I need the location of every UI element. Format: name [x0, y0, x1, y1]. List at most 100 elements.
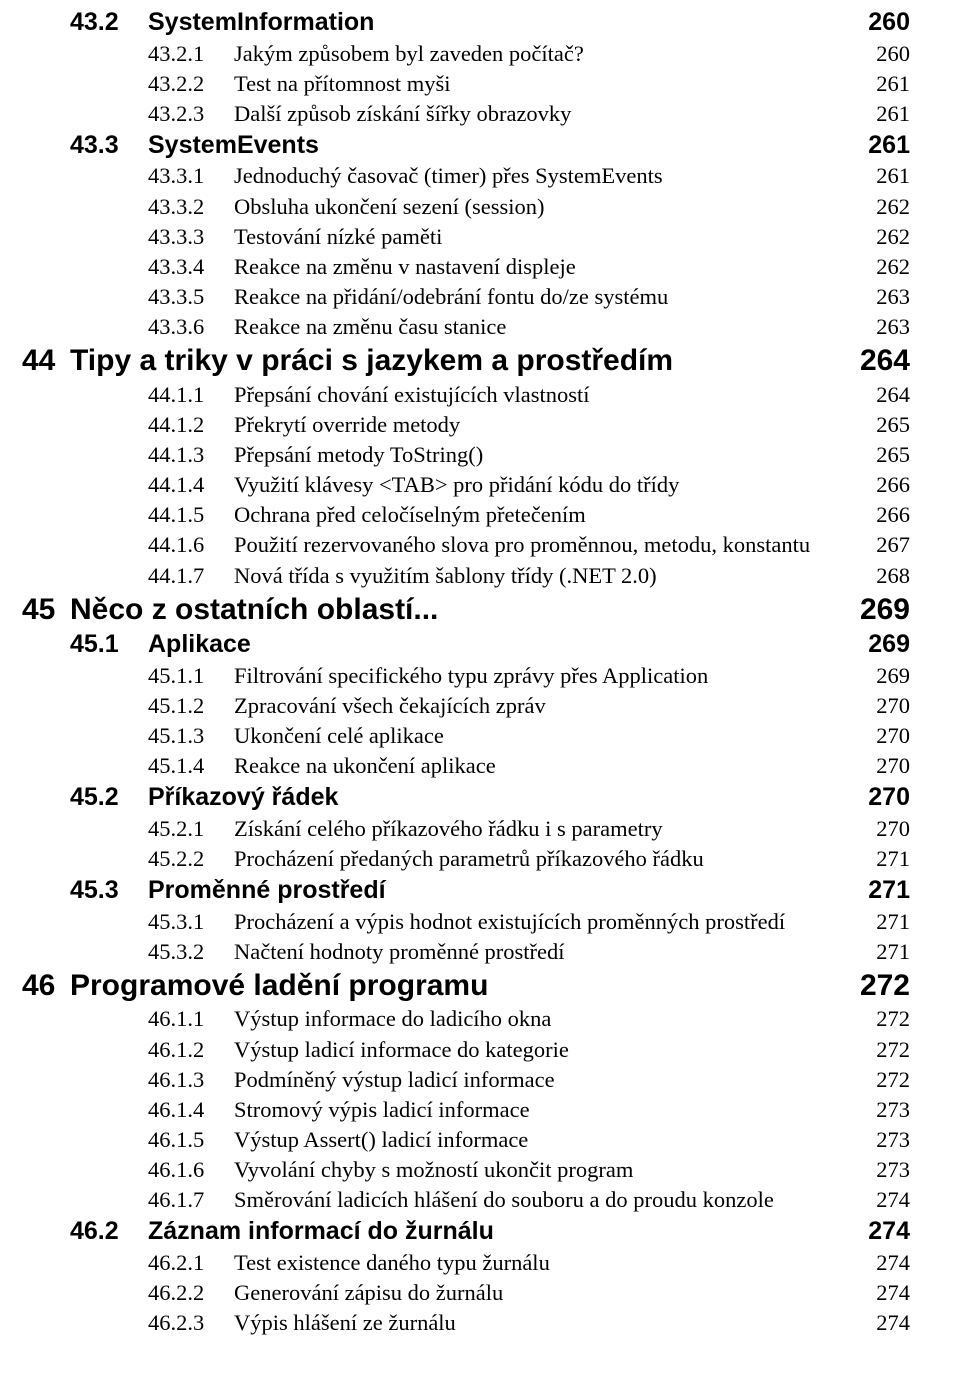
toc-entry-number: 44: [22, 342, 70, 380]
toc-entry: 44.1.4Využití klávesy <TAB> pro přidání …: [22, 470, 910, 500]
toc-entry: 45.3Proměnné prostředí 271: [22, 874, 910, 907]
toc-entry-title: Proměnné prostředí: [148, 874, 386, 907]
toc-entry-number: 46.2: [70, 1215, 148, 1248]
toc-entry-number: 46: [22, 967, 70, 1005]
toc-entry-number: 45.1: [70, 628, 148, 661]
toc-entry-title: Filtrování specifického typu zprávy přes…: [234, 661, 708, 691]
toc-entry-number: 44.1.5: [148, 500, 234, 530]
toc-entry-page: 269: [868, 628, 910, 661]
toc-entry-page: 271: [876, 937, 910, 967]
toc-entry: 46.1.4Stromový výpis ladicí informace273: [22, 1095, 910, 1125]
toc-entry-title: Načtení hodnoty proměnné prostředí: [234, 937, 565, 967]
toc-entry-title: Reakce na změnu v nastavení displeje: [234, 252, 576, 282]
toc-entry-page: 265: [876, 410, 910, 440]
toc-entry-page: 270: [868, 781, 910, 814]
toc-entry: 45.2Příkazový řádek270: [22, 781, 910, 814]
toc-entry-title: Příkazový řádek: [148, 781, 338, 814]
table-of-contents: 43.2SystemInformation26043.2.1Jakým způs…: [22, 6, 910, 1338]
toc-entry-title: Zpracování všech čekajících zpráv: [234, 691, 546, 721]
toc-entry: 45.1Aplikace 269: [22, 628, 910, 661]
toc-entry-title: Stromový výpis ladicí informace: [234, 1095, 530, 1125]
toc-entry-title: Získání celého příkazového řádku i s par…: [234, 814, 663, 844]
toc-entry-page: 268: [876, 561, 910, 591]
toc-entry: 45.3.1Procházení a výpis hodnot existují…: [22, 907, 910, 937]
toc-entry-page: 266: [876, 500, 910, 530]
toc-entry: 46.1.6Vyvolání chyby s možností ukončit …: [22, 1155, 910, 1185]
toc-entry-page: 263: [876, 312, 910, 342]
toc-entry: 45.2.2Procházení předaných parametrů pří…: [22, 844, 910, 874]
toc-entry-number: 44.1.2: [148, 410, 234, 440]
toc-entry-number: 43.3.2: [148, 192, 234, 222]
toc-entry: 46.1.5Výstup Assert() ladicí informace27…: [22, 1125, 910, 1155]
toc-entry-title: Test existence daného typu žurnálu: [234, 1248, 550, 1278]
toc-entry-page: 263: [876, 282, 910, 312]
toc-entry-page: 269: [876, 661, 910, 691]
toc-entry-title: Záznam informací do žurnálu: [148, 1215, 494, 1248]
toc-entry: 46.2.1Test existence daného typu žurnálu…: [22, 1248, 910, 1278]
toc-entry-page: 262: [876, 192, 910, 222]
toc-entry-page: 271: [868, 874, 910, 907]
toc-entry-number: 45.1.2: [148, 691, 234, 721]
toc-entry-number: 43.3.3: [148, 222, 234, 252]
toc-entry: 46.2.2Generování zápisu do žurnálu274: [22, 1278, 910, 1308]
toc-entry-number: 43.2.2: [148, 69, 234, 99]
toc-entry-title: Reakce na přidání/odebrání fontu do/ze s…: [234, 282, 668, 312]
toc-entry: 46.1.2Výstup ladicí informace do kategor…: [22, 1035, 910, 1065]
toc-entry: 44.1.5Ochrana před celočíselným přetečen…: [22, 500, 910, 530]
toc-entry-number: 44.1.1: [148, 380, 234, 410]
toc-entry-number: 45.3: [70, 874, 148, 907]
toc-entry-number: 45.1.3: [148, 721, 234, 751]
toc-entry-title: Překrytí override metody: [234, 410, 460, 440]
toc-entry-number: 46.1.5: [148, 1125, 234, 1155]
toc-entry-page: 270: [876, 721, 910, 751]
toc-entry: 43.3.2Obsluha ukončení sezení (session) 2…: [22, 192, 910, 222]
toc-entry-number: 44.1.3: [148, 440, 234, 470]
toc-entry-title: Výpis hlášení ze žurnálu: [234, 1308, 456, 1338]
toc-entry-number: 45.2.1: [148, 814, 234, 844]
toc-entry-title: Test na přítomnost myši: [234, 69, 451, 99]
toc-entry: 43.2.3Další způsob získání šířky obrazov…: [22, 99, 910, 129]
toc-entry-number: 46.1.6: [148, 1155, 234, 1185]
toc-entry-page: 261: [876, 99, 910, 129]
toc-entry-title: Přepsání chování existujících vlastností: [234, 380, 590, 410]
toc-entry-title: Vyvolání chyby s možností ukončit progra…: [234, 1155, 633, 1185]
toc-entry: 43.3SystemEvents261: [22, 129, 910, 162]
toc-entry-title: Aplikace: [148, 628, 251, 661]
toc-entry-page: 264: [860, 342, 910, 380]
toc-entry: 46.1.7Směrování ladicích hlášení do soub…: [22, 1185, 910, 1215]
toc-entry-number: 45.3.2: [148, 937, 234, 967]
toc-entry: 45.2.1Získání celého příkazového řádku i…: [22, 814, 910, 844]
toc-entry: 43.3.5Reakce na přidání/odebrání fontu d…: [22, 282, 910, 312]
toc-entry-page: 262: [876, 222, 910, 252]
toc-entry: 43.3.3Testování nízké paměti262: [22, 222, 910, 252]
toc-entry-title: Použití rezervovaného slova pro proměnno…: [234, 530, 810, 560]
toc-entry-page: 274: [868, 1215, 910, 1248]
toc-entry: 43.2SystemInformation260: [22, 6, 910, 39]
toc-entry: 44.1.6Použití rezervovaného slova pro pr…: [22, 530, 910, 560]
toc-entry-page: 262: [876, 252, 910, 282]
toc-entry-page: 271: [876, 907, 910, 937]
toc-entry-title: Reakce na změnu času stanice: [234, 312, 506, 342]
toc-entry-number: 46.1.3: [148, 1065, 234, 1095]
toc-entry-number: 45.2.2: [148, 844, 234, 874]
toc-entry-title: Generování zápisu do žurnálu: [234, 1278, 503, 1308]
toc-entry: 43.2.2Test na přítomnost myši261: [22, 69, 910, 99]
toc-entry-number: 46.1.1: [148, 1004, 234, 1034]
toc-entry: 43.3.6Reakce na změnu času stanice 263: [22, 312, 910, 342]
toc-entry-title: Výstup informace do ladicího okna: [234, 1004, 551, 1034]
toc-entry-title: Procházení předaných parametrů příkazové…: [234, 844, 704, 874]
toc-entry: 45.1.4Reakce na ukončení aplikace270: [22, 751, 910, 781]
toc-entry-number: 43.2: [70, 6, 148, 39]
toc-entry: 43.3.4Reakce na změnu v nastavení disple…: [22, 252, 910, 282]
toc-entry: 44.1.3Přepsání metody ToString()265: [22, 440, 910, 470]
toc-entry-title: Tipy a triky v práci s jazykem a prostře…: [70, 342, 673, 380]
toc-entry: 43.3.1Jednoduchý časovač (timer) přes Sy…: [22, 161, 910, 191]
toc-entry-page: 273: [876, 1155, 910, 1185]
toc-entry-number: 43.3.6: [148, 312, 234, 342]
toc-entry-number: 43.2.1: [148, 39, 234, 69]
toc-entry-title: Reakce na ukončení aplikace: [234, 751, 496, 781]
toc-entry: 46Programové ladění programu272: [22, 967, 910, 1005]
toc-entry-title: Obsluha ukončení sezení (session): [234, 192, 545, 222]
toc-entry-page: 270: [876, 814, 910, 844]
toc-entry-page: 274: [876, 1185, 910, 1215]
